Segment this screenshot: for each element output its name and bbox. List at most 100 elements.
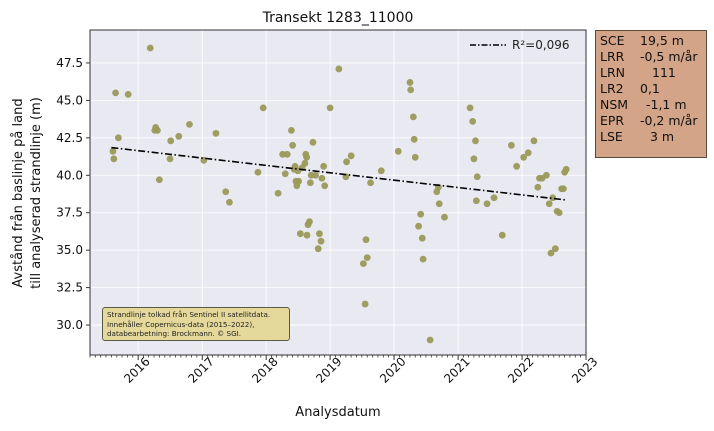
stat-row-lr2: LR2 0,1: [600, 81, 702, 97]
stat-key: LR2: [600, 81, 624, 96]
stat-value: 0,1: [640, 81, 660, 96]
data-point: [483, 200, 491, 208]
data-point: [259, 104, 267, 112]
data-point: [498, 231, 506, 239]
data-point: [555, 209, 563, 217]
data-point: [146, 44, 154, 52]
data-point: [524, 149, 532, 157]
stat-key: LSE: [600, 129, 623, 144]
stat-row-lrr: LRR -0,5 m/år: [600, 49, 702, 65]
x-tick-label: 2020: [377, 354, 408, 385]
stat-row-epr: EPR -0,2 m/år: [600, 113, 702, 129]
x-tick-label: 2023: [569, 354, 600, 385]
data-point: [409, 113, 417, 121]
y-tick-label: 30.0: [56, 318, 83, 332]
y-tick-label: 32.5: [56, 281, 83, 295]
y-tick-label: 35.0: [56, 243, 83, 257]
x-tick-label: 2018: [249, 354, 280, 385]
scatter-points: [109, 44, 570, 344]
stat-key: SCE: [600, 33, 625, 48]
y-axis-label-line-1: Avstånd från baslinje på land: [11, 98, 26, 287]
data-point: [226, 198, 233, 206]
data-point: [547, 249, 555, 257]
x-tick-label: 2022: [505, 354, 536, 385]
y-tick-label: 42.5: [56, 131, 83, 145]
data-point: [543, 171, 550, 179]
x-tick-label: 2021: [441, 354, 472, 385]
data-point: [124, 91, 132, 98]
stat-value: -1,1 m: [646, 97, 687, 112]
y-tick-label: 37.5: [56, 206, 83, 220]
trend-line: [111, 146, 567, 201]
data-point: [417, 210, 425, 218]
credit-line: Innehåller Copernicus-data (2015–2022),: [107, 319, 255, 329]
data-point: [367, 179, 374, 187]
data-point: [507, 141, 515, 149]
plot-frame: [89, 29, 587, 356]
data-point: [415, 222, 422, 230]
data-point: [296, 230, 304, 238]
data-point: [212, 129, 220, 137]
data-point: [186, 120, 193, 128]
data-point: [335, 65, 343, 73]
data-point: [109, 147, 117, 155]
data-point: [301, 159, 309, 167]
data-point: [549, 194, 557, 202]
data-point: [314, 245, 322, 253]
data-point: [326, 104, 334, 112]
legend-label: R²=0,096: [512, 38, 570, 52]
data-point: [312, 171, 319, 179]
data-point: [318, 174, 326, 182]
data-point: [520, 153, 528, 161]
y-tick-label: 45.0: [56, 93, 83, 107]
data-point: [289, 141, 297, 149]
stat-key: EPR: [600, 113, 625, 128]
data-point: [155, 176, 163, 184]
stat-value: -0,2 m/år: [640, 113, 698, 128]
data-point: [321, 182, 329, 190]
data-point: [303, 231, 311, 239]
data-point: [530, 137, 538, 145]
y-tick-label: 40.0: [56, 168, 83, 182]
data-point: [317, 237, 325, 245]
stat-row-nsm: NSM -1,1 m: [600, 97, 702, 113]
data-point: [295, 177, 302, 185]
data-point: [363, 254, 371, 262]
data-point: [469, 117, 477, 125]
data-point: [283, 150, 291, 158]
legend: R²=0,096: [470, 38, 570, 52]
data-point: [309, 138, 317, 146]
data-point: [407, 86, 415, 94]
stat-row-sce: SCE 19,5 m: [600, 33, 702, 49]
data-point: [306, 179, 314, 187]
data-point: [343, 158, 350, 166]
stats-box: SCE 19,5 m LRR -0,5 m/år LRN 111 LR2 0,1 NSM…: [595, 30, 707, 158]
data-point: [562, 165, 570, 173]
credit-box: Strandlinje tolkad från Sentinel II sate…: [102, 307, 290, 341]
y-tick-label: 47.5: [56, 56, 83, 70]
data-point: [359, 260, 367, 268]
legend-line-sample: [470, 44, 506, 46]
data-point: [167, 137, 175, 145]
data-point: [361, 300, 369, 308]
data-point: [419, 255, 427, 263]
trend-line-layer: [111, 146, 567, 201]
x-tick-label: 2016: [121, 354, 152, 385]
grid: [90, 30, 587, 355]
x-axis-label: Analysdatum: [295, 405, 380, 420]
data-point: [320, 162, 328, 170]
data-point: [545, 200, 553, 208]
stat-key: LRR: [600, 49, 625, 64]
data-point: [362, 236, 370, 244]
credit-line: Strandlinje tolkad från Sentinel II sate…: [107, 310, 271, 319]
data-point: [534, 183, 542, 191]
data-point: [472, 197, 480, 205]
y-axis-label-line-2: till analyserad strandlinje (m): [29, 97, 44, 289]
stat-value: 111: [652, 65, 676, 80]
data-point: [473, 173, 481, 181]
data-point: [114, 134, 122, 142]
stat-key: NSM: [600, 97, 629, 112]
data-point: [470, 155, 478, 163]
credit-line: databearbetning: Brockmann. © SGI.: [107, 329, 242, 338]
